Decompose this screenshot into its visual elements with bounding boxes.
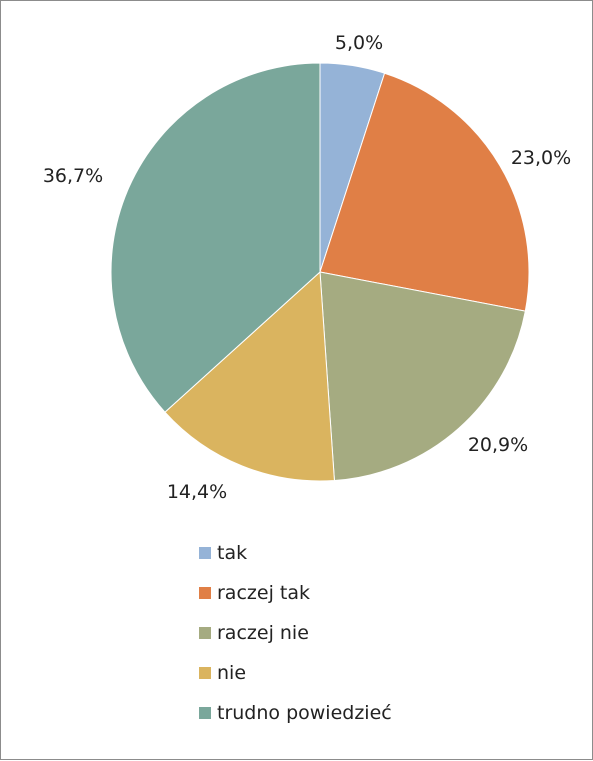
legend-label-nie: nie: [217, 662, 247, 684]
data-label-tak: 5,0%: [335, 32, 383, 54]
legend-item-tak: tak: [199, 542, 392, 564]
pie-slices: [110, 62, 530, 482]
pie-slice-raczej-nie: [319, 271, 526, 482]
data-label-nie: 14,4%: [167, 481, 227, 503]
legend-item-raczej-tak: raczej tak: [199, 582, 392, 604]
pie-slice-raczej-tak: [319, 72, 530, 312]
data-label-raczej-tak: 23,0%: [511, 147, 571, 169]
legend-swatch-trudno-powiedziec: [199, 707, 211, 719]
legend-item-trudno-powiedziec: trudno powiedzieć: [199, 702, 392, 724]
legend-swatch-raczej-nie: [199, 627, 211, 639]
legend: tak raczej tak raczej nie nie trudno pow…: [199, 542, 392, 743]
data-label-raczej-nie: 20,9%: [468, 434, 528, 456]
legend-item-raczej-nie: raczej nie: [199, 622, 392, 644]
legend-swatch-nie: [199, 667, 211, 679]
pie-slice-trudno-powiedziec: [110, 62, 321, 413]
legend-swatch-raczej-tak: [199, 587, 211, 599]
pie-slice-nie: [164, 270, 335, 482]
data-label-trudno-powiedziec: 36,7%: [43, 165, 103, 187]
legend-item-nie: nie: [199, 662, 392, 684]
legend-label-raczej-tak: raczej tak: [217, 582, 310, 604]
pie-data-labels: 5,0% 23,0% 20,9% 14,4% 36,7%: [43, 32, 571, 503]
legend-swatch-tak: [199, 547, 211, 559]
legend-label-trudno-powiedziec: trudno powiedzieć: [217, 702, 392, 724]
legend-label-raczej-nie: raczej nie: [217, 622, 309, 644]
legend-label-tak: tak: [217, 542, 248, 564]
